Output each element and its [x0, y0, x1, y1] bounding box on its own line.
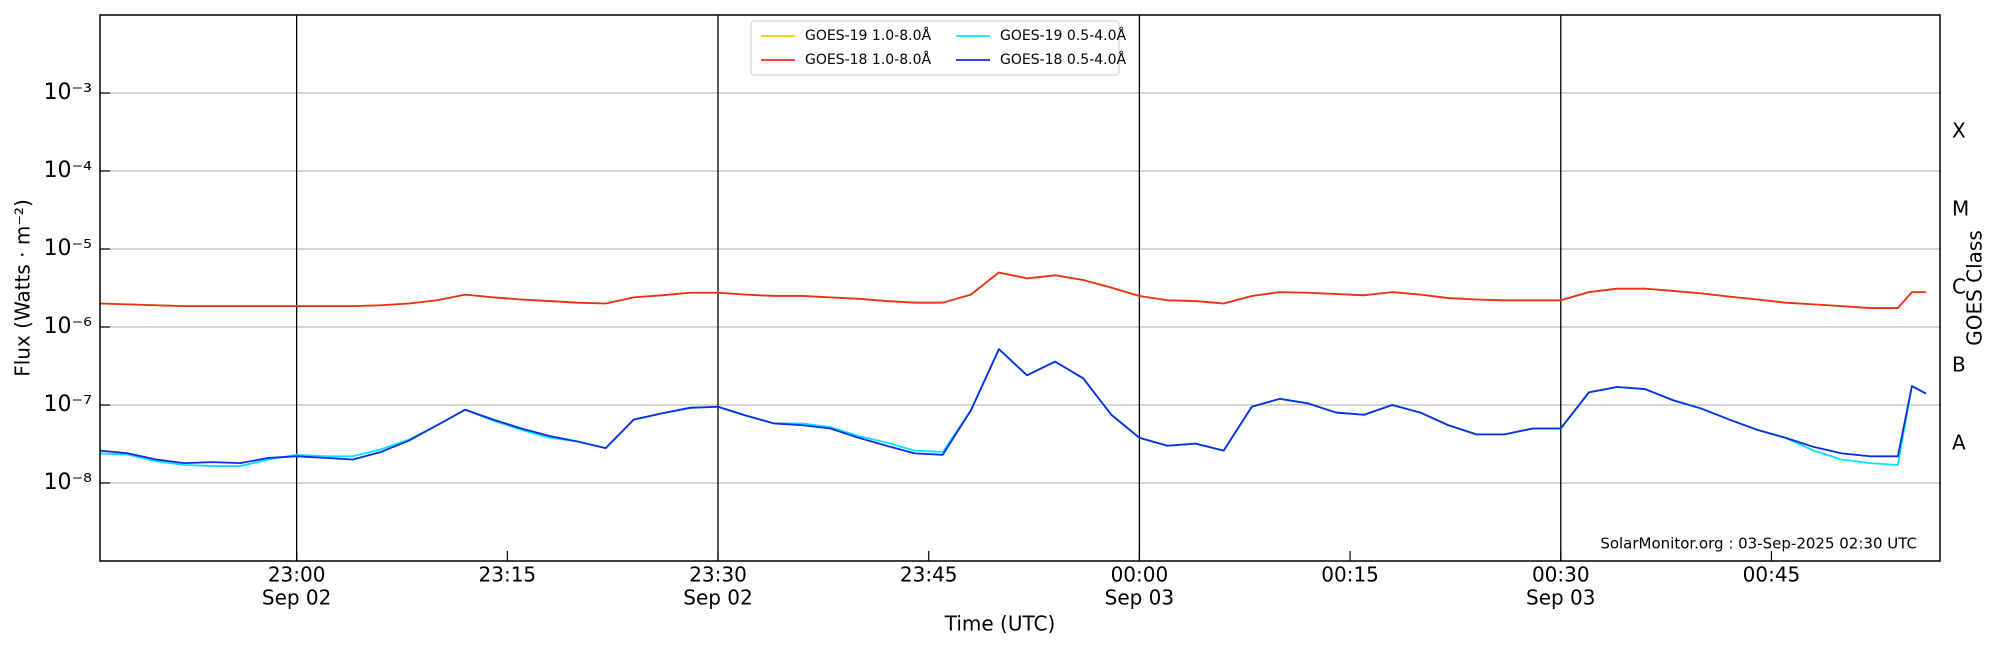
x-tick-date: Sep 03 [1526, 586, 1596, 610]
x-tick-date: Sep 02 [683, 586, 753, 610]
y-tick-label: 10⁻³ [44, 80, 92, 105]
y-tick-label: 10⁻⁴ [44, 158, 93, 183]
x-tick-label: 00:45 [1743, 563, 1801, 587]
x-tick-label: 23:15 [479, 563, 537, 587]
x-tick-label: 23:45 [900, 563, 958, 587]
legend-label: GOES-18 1.0-8.0Å [805, 51, 931, 68]
y-tick-label: 10⁻⁸ [44, 470, 93, 495]
y-tick-label: 10⁻⁷ [44, 392, 92, 417]
x-tick-label: 00:00 [1111, 563, 1169, 587]
y2-tick-label: A [1952, 431, 1966, 455]
x-tick-label: 00:30 [1532, 563, 1590, 587]
x-tick-label: 00:15 [1321, 563, 1379, 587]
x-axis-label: Time (UTC) [944, 612, 1056, 636]
y2-tick-label: M [1952, 197, 1969, 221]
series-line [99, 271, 1926, 309]
x-tick-label: 23:30 [689, 563, 747, 587]
y2-tick-label: C [1952, 275, 1966, 299]
legend-label: GOES-19 0.5-4.0Å [1000, 27, 1126, 44]
y-tick-label: 10⁻⁶ [44, 314, 93, 339]
series-line [99, 348, 1927, 464]
y2-axis-label: GOES Class [1963, 230, 1987, 346]
annotation: SolarMonitor.org : 03-Sep-2025 02:30 UTC [1600, 535, 1917, 553]
x-tick-date: Sep 03 [1105, 586, 1175, 610]
y2-tick-label: X [1952, 119, 1966, 143]
x-tick-date: Sep 02 [262, 586, 332, 610]
legend-label: GOES-19 1.0-8.0Å [805, 27, 931, 44]
y-tick-label: 10⁻⁵ [44, 236, 92, 261]
plot-frame [99, 14, 1941, 562]
y-axis-label: Flux (Watts · m⁻²) [11, 199, 35, 377]
x-tick-label: 23:00 [268, 563, 326, 587]
legend-label: GOES-18 0.5-4.0Å [1000, 51, 1126, 68]
y2-tick-label: B [1952, 353, 1966, 377]
legend-box [750, 20, 1120, 76]
